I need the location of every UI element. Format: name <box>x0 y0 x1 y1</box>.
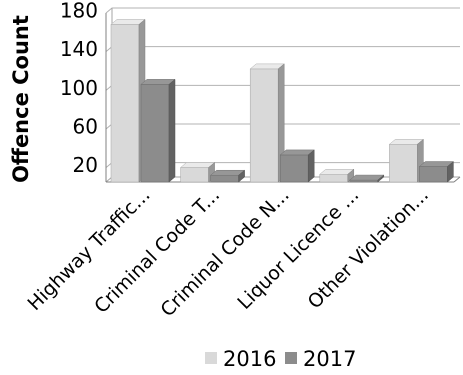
bar-2017 <box>209 169 246 183</box>
bar-front <box>110 24 140 183</box>
bar-front <box>279 154 309 183</box>
bar-2016 <box>110 18 146 183</box>
bar-2016 <box>388 138 425 183</box>
bar-2017 <box>418 160 455 183</box>
bar-front <box>180 167 209 183</box>
bar-side <box>307 149 315 183</box>
bar-side <box>238 169 245 183</box>
gridline <box>105 7 460 14</box>
y-tick-label: 140 <box>60 37 98 61</box>
bar-2017 <box>140 78 176 183</box>
legend-swatch <box>285 352 297 364</box>
bar-2016 <box>249 63 285 183</box>
bar-side <box>447 160 454 183</box>
y-tick-label: 60 <box>73 115 98 139</box>
bar-front <box>140 84 170 183</box>
x-axis-depth <box>453 176 461 183</box>
legend-swatch <box>205 352 217 364</box>
y-tick-label: 20 <box>73 153 98 177</box>
bar-front <box>210 174 239 183</box>
bar-front <box>319 174 349 183</box>
y-tick-labels: 20 60 100 140 180 <box>60 0 98 177</box>
legend-label: 2017 <box>303 347 356 371</box>
x-tick-label: Criminal Code T... <box>90 184 224 318</box>
bar-front <box>419 166 448 183</box>
bar-front <box>249 68 279 183</box>
bars <box>110 18 455 183</box>
bar-front <box>349 179 379 183</box>
y-tick-label: 100 <box>60 76 98 100</box>
legend: 2016 2017 <box>205 347 356 371</box>
bar-2016 <box>179 161 216 183</box>
bar-2016 <box>319 168 355 183</box>
y-axis-label: Offence Count <box>9 15 33 183</box>
y-tick-label: 180 <box>60 0 98 23</box>
legend-item: 2016 <box>205 347 276 371</box>
bar-side <box>377 174 385 183</box>
bar-2017 <box>279 149 315 183</box>
x-tick-label: Liquor Licence ... <box>233 184 363 314</box>
x-tick-label: Criminal Code N... <box>156 184 293 321</box>
x-tick-label: Other Violation... <box>304 184 433 313</box>
bar-side <box>168 78 176 183</box>
gridline <box>105 46 460 53</box>
legend-item: 2017 <box>285 347 356 371</box>
x-tick-label: Highway Traffic... <box>23 184 154 315</box>
legend-label: 2016 <box>223 347 276 371</box>
bar-2017 <box>349 174 385 183</box>
bar-front <box>389 144 418 183</box>
x-tick-labels: Highway Traffic...Criminal Code T...Crim… <box>23 184 432 321</box>
